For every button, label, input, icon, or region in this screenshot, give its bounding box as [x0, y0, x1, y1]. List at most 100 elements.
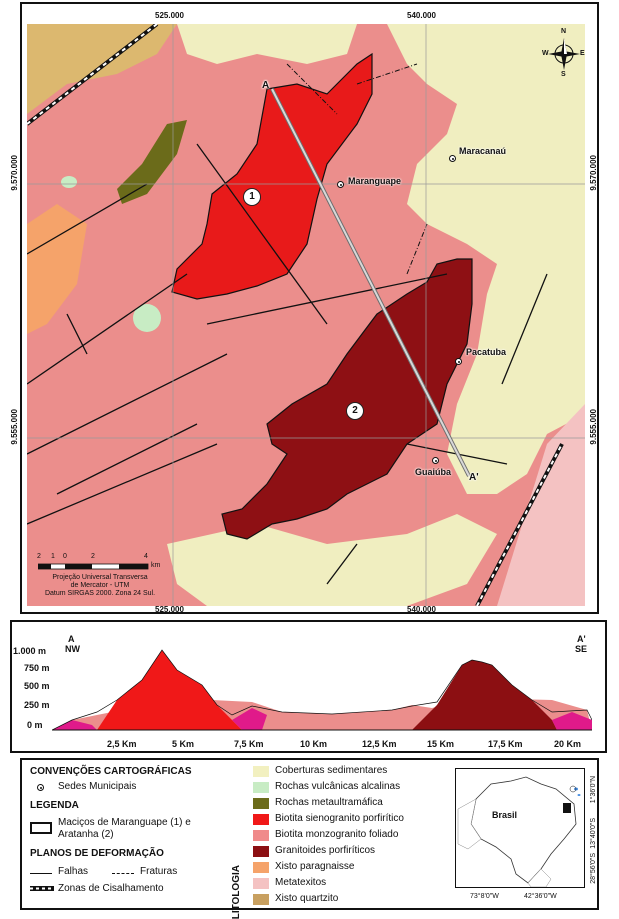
north-arrow-icon	[548, 38, 580, 70]
sedimentary-cover-north	[177, 24, 357, 64]
lithology-item: Xisto paragnaisse	[275, 861, 355, 872]
geologic-map	[27, 24, 585, 606]
grid-x-top-1: 525.000	[155, 11, 184, 20]
town-marker-maranguape	[337, 181, 344, 188]
scale-tick-3: 2	[91, 553, 95, 560]
north-arrow-s: S	[561, 71, 566, 78]
north-arrow-n: N	[561, 28, 567, 35]
fractures-label: Fraturas	[140, 866, 178, 877]
town-marker-pacatuba	[455, 358, 462, 365]
profile-massif-maranguape	[97, 650, 242, 730]
scale-unit: km	[151, 562, 161, 569]
lithology-swatch	[253, 814, 269, 825]
grid-x-top-2: 540.000	[407, 11, 436, 20]
fracture-lines	[286, 63, 428, 275]
projection-line-3: Datum SIRGAS 2000. Zona 24 Sul.	[44, 590, 156, 597]
faults-symbol	[30, 873, 52, 874]
massif-number-1: 1	[243, 188, 261, 206]
dist-label-5: 5 Km	[172, 739, 195, 749]
lithology-swatch	[253, 766, 269, 777]
grid-y-right-1: 9.570.000	[589, 155, 598, 191]
inset-lon-1: 73°8'0"W	[470, 893, 499, 900]
dist-label-17-5: 17,5 Km	[488, 739, 523, 749]
town-marker-maracanau	[449, 155, 456, 162]
profile-right-dir: SE	[575, 644, 588, 654]
lithology-item: Rochas metaultramáfica	[275, 797, 383, 808]
lithology-swatch	[253, 782, 269, 793]
alkaline-volcanic-2	[61, 176, 77, 188]
lithology-item: Biotita monzogranito foliado	[275, 829, 399, 840]
inset-country-label: Brasil	[492, 810, 518, 820]
lithology-title: LITOLOGIA	[231, 865, 242, 919]
utm-grid	[27, 24, 585, 606]
paragneiss-west	[27, 204, 87, 334]
topographic-profile	[52, 649, 592, 731]
profile-right-end: A'	[577, 634, 586, 644]
scale-tick-4: 4	[144, 553, 148, 560]
massif-number-2: 2	[346, 402, 364, 420]
elev-label-250: 250 m	[24, 700, 50, 710]
inset-lat-2: 13°40'0"S	[590, 818, 597, 849]
metatexite-southeast	[497, 404, 585, 606]
grid-y-right-2: 9.555.000	[589, 409, 598, 445]
scale-tick-2: 0	[63, 553, 67, 560]
inset-map-brazil	[457, 776, 581, 887]
lithology-item: Metatexitos	[275, 877, 327, 888]
projection-line-2: de Mercator - UTM	[70, 582, 130, 589]
lithology-item: Coberturas sedimentares	[275, 765, 388, 776]
profile-left-dir: NW	[65, 644, 80, 654]
grid-x-bottom-2: 540.000	[407, 605, 436, 614]
shear-zone-symbol	[30, 886, 54, 891]
fractures-symbol	[112, 873, 134, 874]
lithology-swatch	[253, 846, 269, 857]
legend-title: LEGENDA	[30, 800, 79, 811]
grid-x-bottom-1: 525.000	[155, 605, 184, 614]
grid-y-left-1: 9.570.000	[10, 155, 19, 191]
profile-left-end: A	[68, 634, 75, 644]
massif-aratanha	[221, 258, 473, 540]
projection-line-1: Projeção Universal Transversa	[52, 574, 148, 581]
massifs-swatch	[30, 822, 52, 834]
dist-label-10: 10 Km	[300, 739, 328, 749]
sedimentary-cover-east	[387, 24, 585, 494]
profile-massif-aratanha	[412, 660, 557, 730]
town-marker-guaiuba	[432, 457, 439, 464]
dist-label-12-5: 12,5 Km	[362, 739, 397, 749]
elev-label-500: 500 m	[24, 681, 50, 691]
north-arrow-e: E	[580, 50, 585, 57]
deformation-title: PLANOS DE DEFORMAÇÃO	[30, 848, 164, 859]
lithology-swatch	[253, 830, 269, 841]
seats-label: Sedes Municipais	[58, 781, 137, 792]
town-label-maracanau: Maracanaú	[459, 146, 507, 156]
inset-lat-3: 28°56'0"S	[590, 853, 597, 884]
lithology-swatch	[253, 878, 269, 889]
lithology-item: Granitoides porfiríticos	[275, 845, 376, 856]
seats-symbol	[37, 784, 44, 791]
lithology-swatch	[253, 894, 269, 905]
dist-label-7-5: 7,5 Km	[234, 739, 264, 749]
section-point-a-prime: A'	[469, 472, 479, 483]
dist-label-15: 15 Km	[427, 739, 455, 749]
elev-label-0: 0 m	[27, 720, 43, 730]
sedimentary-cover-west	[27, 24, 177, 114]
lithology-item: Rochas vulcânicas alcalinas	[275, 781, 401, 792]
grid-y-left-2: 9.555.000	[10, 409, 19, 445]
lithology-item: Biotita sienogranito porfirítico	[275, 813, 404, 824]
massifs-label-1: Maciços de Maranguape (1) e	[58, 817, 191, 828]
faults-label: Falhas	[58, 866, 89, 877]
dist-label-2-5: 2,5 Km	[107, 739, 137, 749]
lithology-swatch	[253, 862, 269, 873]
massifs-label-2: Aratanha (2)	[58, 829, 114, 840]
north-arrow-w: W	[542, 50, 549, 57]
town-label-maranguape: Maranguape	[348, 176, 402, 186]
lithology-swatch	[253, 798, 269, 809]
scale-tick-0: 2	[37, 553, 41, 560]
scale-bar	[38, 563, 149, 570]
inset-lat-1: 1°36'0"N	[590, 776, 597, 804]
town-label-guaiuba: Guaiúba	[415, 467, 452, 477]
scale-tick-1: 1	[51, 553, 55, 560]
town-label-pacatuba: Pacatuba	[466, 347, 507, 357]
elev-label-1000: 1.000 m	[13, 646, 47, 656]
section-point-a: A	[262, 80, 270, 91]
shear-label: Zonas de Cisalhamento	[58, 883, 164, 894]
